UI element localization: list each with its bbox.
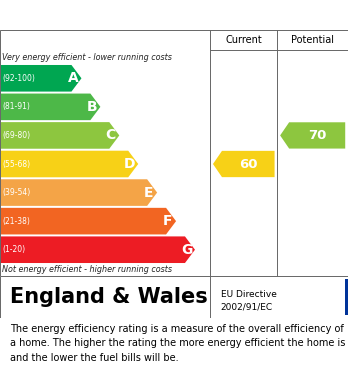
- Polygon shape: [1, 237, 195, 263]
- Polygon shape: [1, 93, 100, 120]
- Text: D: D: [124, 157, 135, 171]
- Text: Potential: Potential: [291, 35, 334, 45]
- Text: (81-91): (81-91): [3, 102, 31, 111]
- Text: Current: Current: [226, 35, 262, 45]
- Polygon shape: [1, 122, 119, 149]
- Polygon shape: [1, 151, 138, 177]
- Text: Energy Efficiency Rating: Energy Efficiency Rating: [10, 7, 232, 23]
- Text: (1-20): (1-20): [3, 245, 26, 254]
- Text: G: G: [181, 243, 192, 257]
- Text: 60: 60: [239, 158, 258, 170]
- Text: EU Directive: EU Directive: [221, 291, 277, 300]
- Text: B: B: [87, 100, 97, 114]
- Text: (39-54): (39-54): [3, 188, 31, 197]
- Text: (69-80): (69-80): [3, 131, 31, 140]
- Text: A: A: [68, 71, 78, 85]
- Text: (21-38): (21-38): [3, 217, 31, 226]
- Polygon shape: [213, 151, 275, 177]
- Polygon shape: [1, 208, 176, 235]
- Polygon shape: [280, 122, 345, 149]
- Text: F: F: [163, 214, 172, 228]
- Text: England & Wales: England & Wales: [10, 287, 208, 307]
- Text: E: E: [144, 186, 153, 199]
- Polygon shape: [1, 65, 81, 91]
- Text: (55-68): (55-68): [3, 160, 31, 169]
- Text: Very energy efficient - lower running costs: Very energy efficient - lower running co…: [2, 52, 172, 61]
- Text: 70: 70: [308, 129, 326, 142]
- Text: 2002/91/EC: 2002/91/EC: [221, 303, 273, 312]
- Text: The energy efficiency rating is a measure of the overall efficiency of a home. T: The energy efficiency rating is a measur…: [10, 324, 346, 362]
- Text: C: C: [106, 128, 116, 142]
- Polygon shape: [1, 179, 157, 206]
- Text: (92-100): (92-100): [3, 74, 35, 83]
- Text: Not energy efficient - higher running costs: Not energy efficient - higher running co…: [2, 265, 172, 274]
- Bar: [345, 279, 348, 315]
